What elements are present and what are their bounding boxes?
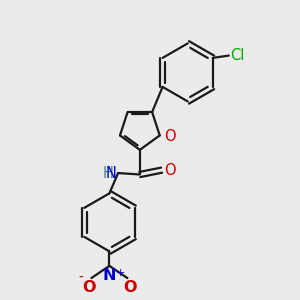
Text: N: N [106, 166, 117, 181]
Text: O: O [82, 280, 95, 295]
Text: H: H [103, 166, 113, 181]
Text: O: O [164, 163, 176, 178]
Text: -: - [78, 271, 83, 285]
Text: Cl: Cl [230, 48, 245, 63]
Text: O: O [164, 129, 176, 144]
Text: O: O [124, 280, 137, 295]
Text: +: + [116, 268, 125, 278]
Text: N: N [103, 268, 116, 283]
